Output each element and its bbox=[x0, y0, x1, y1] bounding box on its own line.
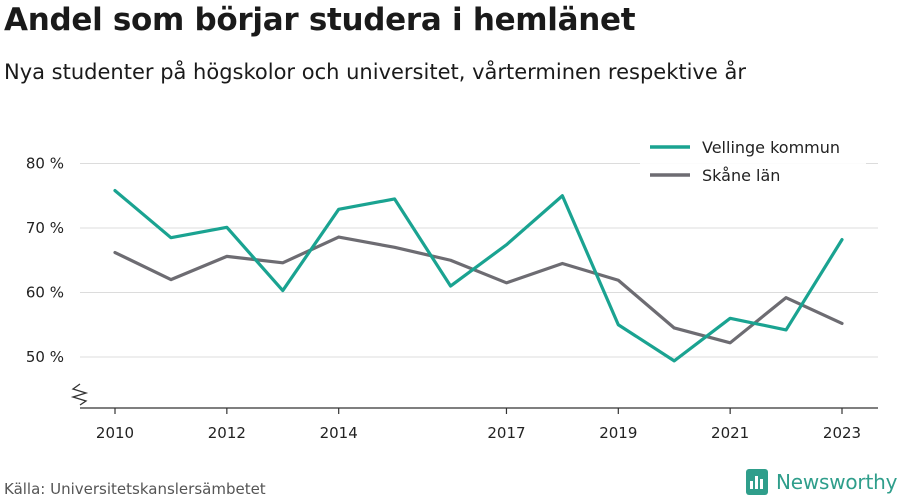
series-line-vellinge-kommun bbox=[113, 188, 844, 363]
brand-logo: Newsworthy bbox=[746, 469, 897, 495]
x-tick-label: 2017 bbox=[487, 424, 525, 442]
bar-chart-logo-icon bbox=[746, 469, 768, 495]
y-tick-label: 70 % bbox=[26, 219, 64, 237]
axis-break-icon bbox=[70, 383, 89, 406]
series-line-skåne-län bbox=[113, 235, 844, 345]
legend-box bbox=[640, 128, 866, 194]
x-tick-label: 2012 bbox=[208, 424, 246, 442]
x-tick-label: 2010 bbox=[96, 424, 134, 442]
x-tick-label: 2019 bbox=[599, 424, 637, 442]
chart-title: Andel som börjar studera i hemlänet bbox=[4, 2, 636, 38]
x-tick-label: 2014 bbox=[320, 424, 358, 442]
x-tick-label: 2021 bbox=[711, 424, 749, 442]
y-tick-label: 80 % bbox=[26, 155, 64, 173]
source-note: Källa: Universitetskanslersämbetet bbox=[4, 480, 266, 498]
chart-subtitle: Nya studenter på högskolor och universit… bbox=[4, 60, 746, 84]
y-tick-label: 50 % bbox=[26, 348, 64, 366]
brand-name: Newsworthy bbox=[776, 470, 898, 494]
y-tick-label: 60 % bbox=[26, 284, 64, 302]
x-tick-label: 2023 bbox=[823, 424, 861, 442]
legend-label: Skåne län bbox=[702, 166, 780, 185]
legend-label: Vellinge kommun bbox=[702, 138, 840, 157]
line-chart: 50 % 60 % 70 % 80 % 2010 2012 2014 2017 2019 2021… bbox=[25, 128, 878, 442]
